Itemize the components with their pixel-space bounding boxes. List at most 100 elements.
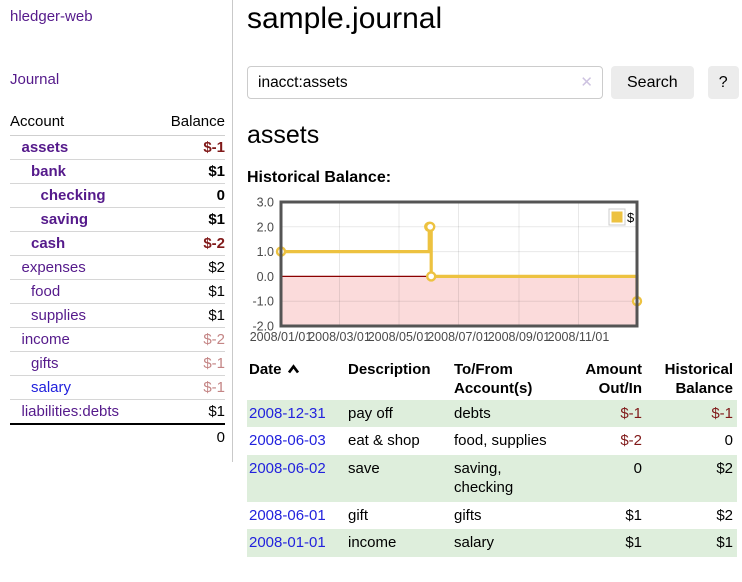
account-name-cell: saving	[10, 207, 154, 232]
register-header-amount: Amount Out/In	[585, 360, 642, 397]
accounts-total-spacer	[10, 423, 154, 450]
accounts-header-balance: Balance	[153, 110, 225, 136]
search-button[interactable]: Search	[611, 66, 694, 99]
register-balance: 0	[724, 432, 733, 450]
y-axis-tick-label: 0.0	[257, 269, 274, 283]
account-row: income $-2	[10, 327, 225, 352]
accounts-header-account: Account	[10, 110, 154, 136]
account-link-checking[interactable]: checking	[40, 187, 106, 204]
account-balance: $1	[153, 207, 225, 232]
x-axis-tick-label: 2008/01/01	[250, 330, 313, 344]
account-link-bank[interactable]: bank	[31, 163, 67, 180]
clear-search-icon[interactable]: ✕	[580, 74, 593, 91]
account-link-salary[interactable]: salary	[31, 379, 72, 396]
register-balance: $1	[716, 534, 733, 552]
x-axis-tick-label: 2008/11/01	[548, 330, 610, 344]
data-point-marker[interactable]	[426, 270, 437, 282]
account-link-supplies[interactable]: supplies	[31, 307, 87, 324]
account-balance: $-1	[203, 139, 225, 156]
register-amount: $1	[625, 506, 642, 524]
register-accounts: debts	[454, 404, 491, 422]
account-name-cell: liabilities:debts	[10, 399, 154, 424]
account-row: supplies $1	[10, 303, 225, 328]
account-link-expenses[interactable]: expenses	[21, 259, 86, 276]
register-description: gift	[348, 506, 369, 524]
y-axis-tick-label: 1.0	[257, 245, 274, 259]
account-row: salary $-1	[10, 375, 225, 400]
historical-balance-chart: 3.0 2.0 1.0 0.0 -1.0 -2.02008/01/012008/03/01…	[250, 195, 643, 344]
account-row: saving $1	[10, 207, 225, 232]
register-accounts: salary	[454, 534, 495, 552]
register-row: 2008-01-01 income salary $1 $1	[247, 529, 737, 557]
transaction-date-link[interactable]: 2008-06-03	[249, 432, 326, 450]
register-date-cell: 2008-06-02	[247, 455, 344, 502]
sort-ascending-icon	[287, 363, 299, 373]
page-title: sample.journal	[247, 2, 443, 35]
account-balance: $1	[153, 399, 225, 424]
register-header-row: Date Description To/From Account(s) Amou…	[247, 358, 737, 400]
nav-journal-link[interactable]: Journal	[10, 71, 60, 88]
register-date-cell: 2008-06-01	[247, 502, 344, 530]
register-table: Date Description To/From Account(s) Amou…	[247, 358, 737, 557]
register-description: eat & shop	[348, 432, 420, 450]
account-balance: 0	[153, 183, 225, 208]
account-row: food $1	[10, 279, 225, 304]
account-balance: $-1	[153, 351, 225, 376]
chart-title: Historical Balance:	[247, 168, 392, 186]
register-description: income	[348, 534, 397, 552]
transaction-date-link[interactable]: 2008-01-01	[249, 534, 326, 552]
account-name-cell: cash	[10, 231, 154, 256]
register-description: save	[348, 459, 380, 477]
account-name-cell: expenses	[10, 255, 154, 280]
register-header-date[interactable]: Date	[247, 358, 344, 400]
register-amount: $-2	[620, 432, 642, 450]
register-header-balance: Historical Balance	[664, 360, 733, 397]
register-balance: $2	[716, 506, 733, 524]
account-balance: $1	[153, 159, 225, 184]
help-button[interactable]: ?	[707, 66, 739, 99]
account-balance: $-2	[153, 231, 225, 256]
register-amount: $1	[625, 534, 642, 552]
data-point-marker[interactable]	[425, 221, 436, 232]
register-row: 2008-12-31 pay off debts $-1 $-1	[247, 399, 737, 428]
plot-border	[279, 200, 639, 327]
account-link-assets[interactable]: assets	[21, 139, 69, 156]
y-axis-tick-label: 2.0	[257, 220, 274, 234]
account-balance: $1	[153, 303, 225, 328]
account-link-liabilities-debts[interactable]: liabilities:debts	[21, 403, 120, 420]
search-input[interactable]	[247, 66, 603, 99]
transaction-date-link[interactable]: 2008-06-02	[249, 459, 326, 477]
register-row: 2008-06-01 gift gifts $1 $2	[247, 502, 737, 530]
account-link-cash[interactable]: cash	[31, 235, 66, 252]
account-name-cell: income	[10, 327, 154, 352]
account-row: gifts $-1	[10, 351, 225, 376]
register-row: 2008-06-02 save saving, checking 0 $2	[247, 454, 737, 502]
app-title-link[interactable]: hledger-web	[10, 8, 93, 25]
account-link-food[interactable]: food	[31, 283, 61, 300]
account-balance: $2	[153, 255, 225, 280]
account-link-gifts[interactable]: gifts	[31, 355, 59, 372]
account-name-cell: checking	[10, 183, 154, 208]
register-balance: $2	[716, 459, 733, 477]
transaction-date-link[interactable]: 2008-06-01	[249, 506, 326, 524]
register-balance: $-1	[711, 404, 733, 422]
x-axis-tick-label: 2008/03/01	[308, 330, 371, 344]
account-balance: $1	[153, 279, 225, 304]
transaction-date-link[interactable]: 2008-12-31	[249, 404, 326, 422]
account-name-cell: salary	[10, 375, 154, 400]
x-axis-tick-label: 2008/07/01	[427, 330, 490, 344]
account-heading: assets	[247, 121, 320, 149]
register-header-accounts: To/From Account(s)	[454, 360, 533, 397]
account-row: cash $-2	[10, 231, 225, 256]
account-balance: $-1	[153, 375, 225, 400]
register-amount: 0	[633, 459, 642, 477]
account-row: checking 0	[10, 183, 225, 208]
negative-region	[281, 275, 637, 326]
account-link-income[interactable]: income	[21, 331, 70, 348]
account-link-saving[interactable]: saving	[40, 211, 89, 228]
register-amount: $-1	[620, 404, 642, 422]
accounts-table: Account Balance assets $-1 bank $1 checking 0…	[10, 110, 225, 450]
register-date-cell: 2008-12-31	[247, 400, 344, 428]
accounts-header-row: Account Balance	[10, 110, 225, 136]
account-name-cell: gifts	[10, 351, 154, 376]
